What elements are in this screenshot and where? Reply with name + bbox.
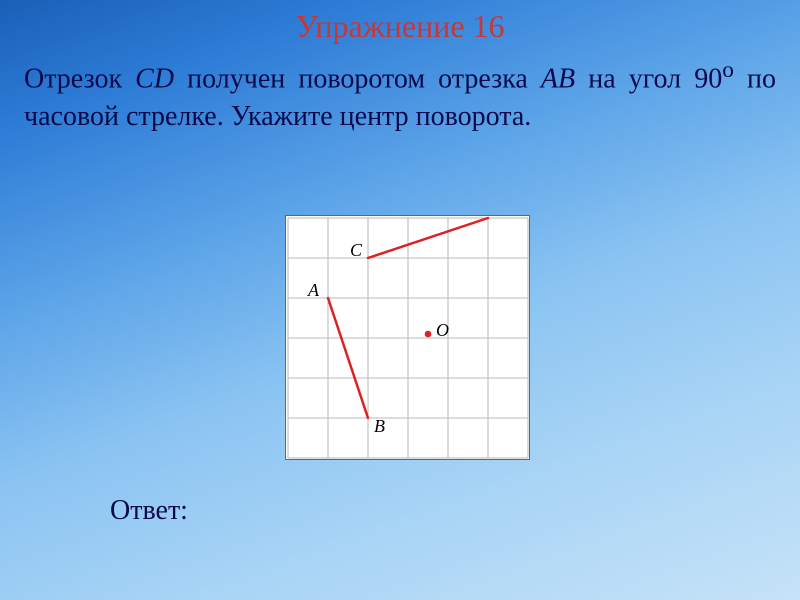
problem-p2: получен поворотом отрезка	[174, 63, 541, 94]
answer-label: Ответ:	[110, 495, 188, 527]
title-text: Упражнение 16	[295, 8, 504, 44]
svg-text:A: A	[307, 280, 320, 300]
geometry-diagram: A B C D O	[285, 215, 530, 460]
problem-deg: о	[722, 57, 734, 83]
problem-cd: CD	[135, 63, 174, 94]
problem-ab: AB	[541, 63, 575, 94]
svg-text:C: C	[350, 240, 363, 260]
problem-text: Отрезок CD получен поворотом отрезка AB …	[0, 45, 800, 136]
diagram-svg: A B C D O	[286, 216, 531, 461]
problem-p3: на угол 90	[575, 63, 722, 94]
answer-text: Ответ:	[110, 495, 188, 526]
svg-text:B: B	[374, 416, 385, 436]
exercise-title: Упражнение 16	[0, 0, 800, 45]
svg-text:O: O	[436, 320, 449, 340]
svg-text:D: D	[493, 216, 507, 220]
problem-p1: Отрезок	[24, 63, 135, 94]
